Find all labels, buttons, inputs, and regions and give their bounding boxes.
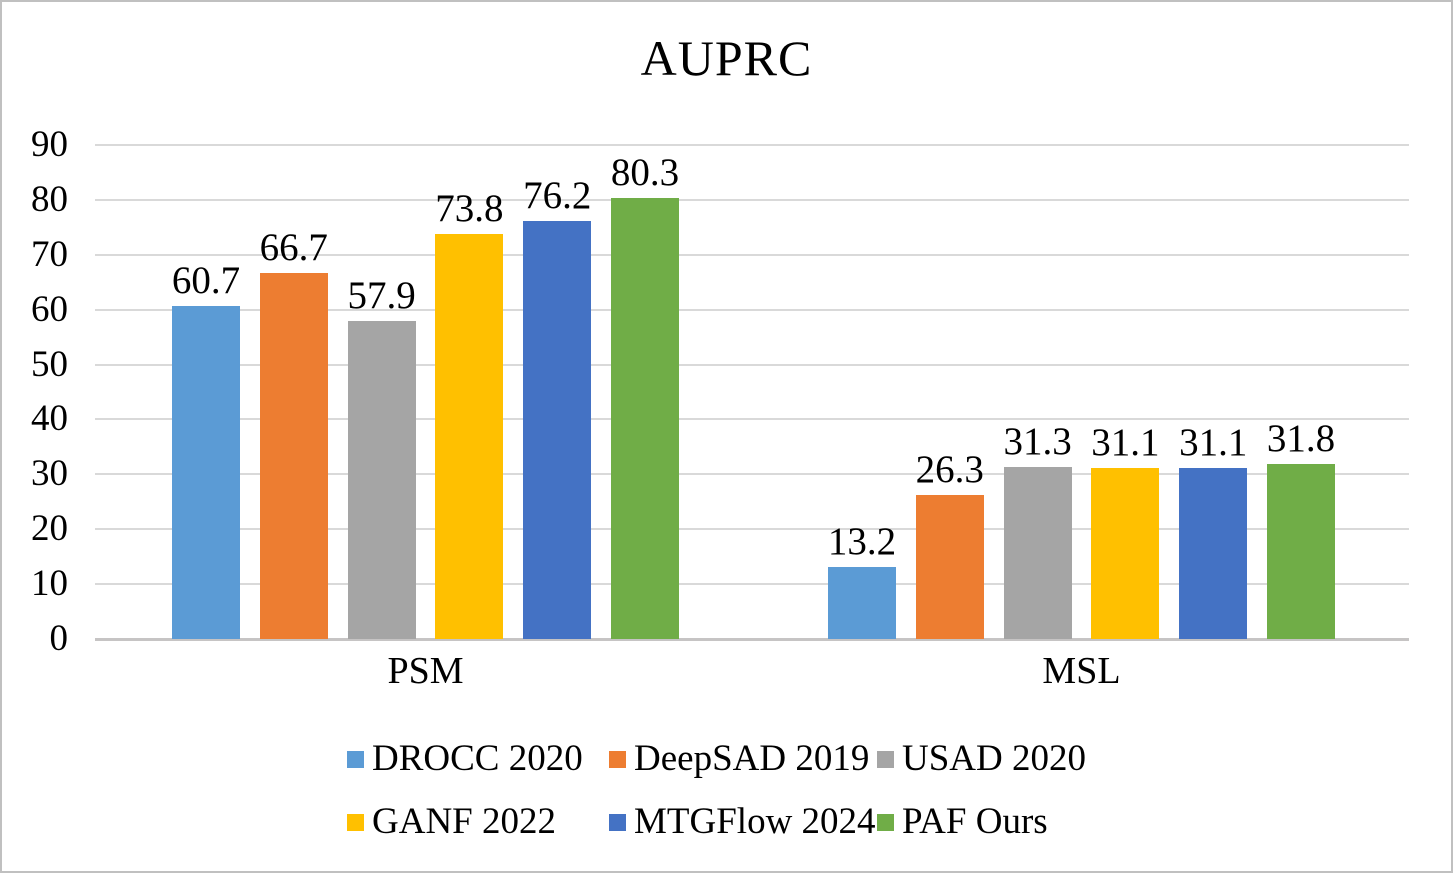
- legend-item-mtgflow-2024: MTGFlow 2024: [609, 803, 876, 840]
- y-tick-label: 60: [31, 288, 68, 330]
- bar-paf-ours: 31.8: [1267, 419, 1335, 639]
- legend-swatch-icon: [609, 814, 626, 831]
- bar-paf-ours: 80.3: [611, 153, 679, 639]
- bar-value-label: 31.1: [1091, 421, 1160, 465]
- gridline: [95, 253, 1409, 256]
- gridline: [95, 198, 1409, 201]
- bar-drocc-2020: 13.2: [828, 522, 896, 639]
- bar-value-label: 31.8: [1266, 417, 1336, 461]
- bar-usad-2020: 31.3: [1003, 422, 1072, 639]
- y-tick-label: 50: [31, 343, 68, 385]
- category-label-psm: PSM: [387, 650, 464, 692]
- bar-group-psm: 60.7 66.7 57.9 73.8 76.2 80.3: [172, 145, 679, 639]
- legend-swatch-icon: [347, 751, 364, 768]
- bar-value-label: 31.1: [1179, 421, 1248, 465]
- legend-swatch-icon: [877, 751, 894, 768]
- bar-mtgflow-2024: 31.1: [1179, 423, 1247, 639]
- gridline: [95, 583, 1409, 586]
- gridline: [95, 473, 1409, 476]
- legend-label: DeepSAD 2019: [634, 738, 870, 779]
- legend-swatch-icon: [877, 814, 894, 831]
- bar-value-label: 60.7: [171, 258, 241, 302]
- bar-mtgflow-2024: 76.2: [523, 176, 591, 639]
- bar-ganf-2022: 31.1: [1091, 423, 1160, 639]
- y-tick-label: 80: [31, 178, 68, 220]
- y-tick-label: 70: [31, 233, 68, 275]
- bar-deepsad-2019: 66.7: [260, 228, 328, 639]
- category-label-msl: MSL: [1042, 650, 1121, 692]
- y-tick-label: 40: [31, 398, 68, 440]
- legend-item-paf-ours: PAF Ours: [877, 803, 1048, 840]
- gridline: [95, 363, 1409, 366]
- y-tick-label: 30: [31, 453, 68, 495]
- bar-drocc-2020: 60.7: [172, 261, 240, 639]
- legend-label: MTGFlow 2024: [634, 801, 876, 842]
- x-axis-line: [95, 638, 1409, 641]
- legend-label: DROCC 2020: [372, 738, 583, 779]
- bar-value-label: 26.3: [915, 447, 984, 491]
- bar-value-label: 76.2: [523, 173, 592, 217]
- gridline: [95, 528, 1409, 531]
- legend-swatch-icon: [347, 814, 364, 831]
- bar-value-label: 13.2: [827, 519, 897, 563]
- legend-label: PAF Ours: [902, 801, 1048, 842]
- bar-group-msl: 13.2 26.3 31.3 31.1 31.1 31.8: [828, 145, 1335, 639]
- bar-value-label: 57.9: [347, 274, 416, 318]
- bar-value-label: 73.8: [435, 186, 504, 230]
- legend-item-ganf-2022: GANF 2022: [347, 803, 556, 840]
- legend-swatch-icon: [609, 751, 626, 768]
- legend-label: USAD 2020: [902, 738, 1086, 779]
- y-tick-label: 10: [31, 563, 68, 605]
- bar-value-label: 80.3: [610, 151, 680, 195]
- bar-value-label: 66.7: [259, 225, 328, 269]
- bar-ganf-2022: 73.8: [435, 189, 504, 639]
- legend-item-usad-2020: USAD 2020: [877, 740, 1086, 777]
- y-tick-label: 0: [49, 618, 69, 659]
- bar-deepsad-2019: 26.3: [916, 450, 984, 639]
- legend-label: GANF 2022: [372, 801, 556, 842]
- legend-item-deepsad-2019: DeepSAD 2019: [609, 740, 869, 777]
- gridline: [95, 144, 1409, 146]
- y-tick-label: 20: [31, 508, 68, 550]
- bar-usad-2020: 57.9: [347, 276, 416, 639]
- gridline: [95, 308, 1409, 311]
- gridline: [95, 418, 1409, 421]
- bar-value-label: 31.3: [1003, 420, 1072, 464]
- y-tick-label: 90: [31, 124, 68, 165]
- chart-title: AUPRC: [640, 30, 813, 86]
- legend-item-drocc-2020: DROCC 2020: [347, 740, 583, 777]
